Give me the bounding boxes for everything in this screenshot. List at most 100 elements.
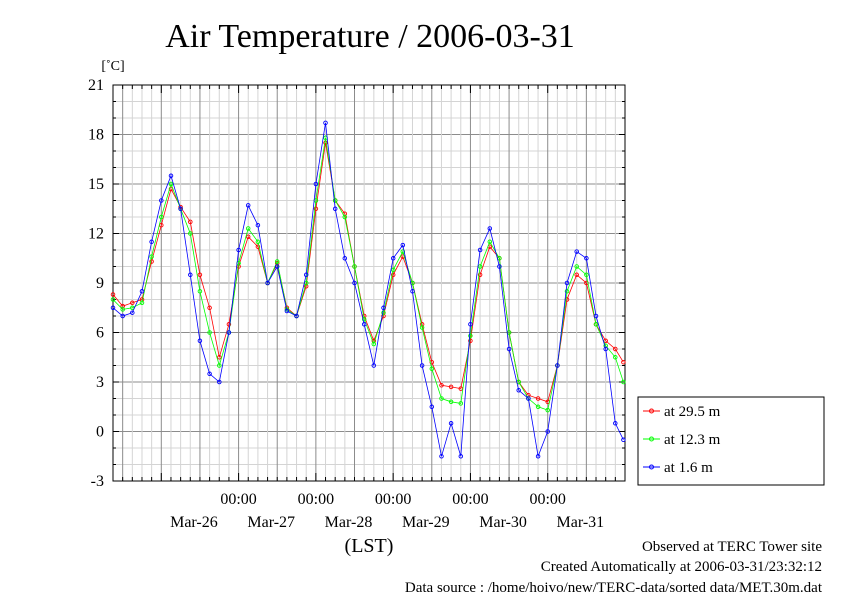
data-point-series-2 <box>188 272 193 278</box>
data-point-series-2 <box>603 346 608 352</box>
data-point-series-1 <box>110 297 116 302</box>
data-point-series-2 <box>564 280 570 286</box>
data-point-series-2 <box>207 371 212 377</box>
data-point-series-1 <box>342 214 348 220</box>
data-point-series-1 <box>613 355 618 360</box>
data-point-series-1 <box>217 363 222 368</box>
data-point-series-1 <box>255 239 261 245</box>
x-axis-label: (LST) <box>345 535 394 557</box>
data-point-series-1 <box>197 289 203 294</box>
legend-label: at 29.5 m <box>664 404 721 420</box>
data-point-series-0 <box>439 383 444 388</box>
data-point-series-0 <box>477 272 483 278</box>
data-point-series-2 <box>332 206 338 212</box>
data-point-series-2 <box>545 429 550 434</box>
data-point-series-2 <box>159 198 164 203</box>
data-point-series-1 <box>381 310 386 315</box>
data-point-series-2 <box>352 280 357 286</box>
data-point-series-0 <box>313 206 319 212</box>
data-point-series-1 <box>390 267 396 273</box>
data-point-series-1 <box>535 404 541 410</box>
data-point-series-1 <box>245 226 251 231</box>
data-point-series-0 <box>613 346 618 352</box>
data-point-series-2 <box>313 181 319 187</box>
data-point-series-1 <box>593 322 599 327</box>
data-point-series-1 <box>448 399 454 405</box>
data-point-series-2 <box>516 388 521 393</box>
x-tick-label: 00:00 <box>452 491 488 508</box>
data-point-series-1 <box>352 264 357 269</box>
data-point-series-1 <box>468 333 473 339</box>
data-point-series-0 <box>188 219 193 225</box>
series-layer <box>110 120 626 459</box>
y-tick-label: -3 <box>91 473 104 490</box>
data-point-series-1 <box>487 239 493 245</box>
data-point-series-0 <box>245 234 251 240</box>
data-point-series-2 <box>130 310 135 315</box>
data-point-series-0 <box>255 244 261 249</box>
y-tick-label: 12 <box>88 226 104 243</box>
data-point-series-2 <box>139 289 145 294</box>
data-point-series-2 <box>342 256 348 261</box>
data-point-series-2 <box>236 247 241 253</box>
data-point-series-2 <box>584 256 589 261</box>
y-tick-label: 21 <box>88 77 104 94</box>
x-tick-label: 00:00 <box>375 491 411 508</box>
data-point-series-1 <box>621 379 626 385</box>
data-point-series-1 <box>274 259 280 264</box>
data-point-series-1 <box>361 317 367 322</box>
data-point-series-2 <box>390 256 396 261</box>
x-date-label: Mar-31 <box>557 514 605 531</box>
data-point-series-0 <box>535 396 541 401</box>
data-point-series-1 <box>120 307 125 312</box>
x-date-label: Mar-29 <box>402 514 450 531</box>
data-point-series-1 <box>458 401 464 406</box>
data-point-series-2 <box>197 338 203 344</box>
legend-swatch-marker <box>649 408 654 414</box>
chart-title: Air Temperature / 2006-03-31 <box>165 18 575 55</box>
data-point-series-2 <box>294 313 299 319</box>
y-tick-label: 0 <box>96 424 104 441</box>
y-axis-ticks: -3 0 3 6 9 12 15 18 21 <box>88 77 625 490</box>
data-point-series-0 <box>390 272 396 278</box>
data-point-series-1 <box>332 198 338 203</box>
data-point-series-2 <box>168 173 174 179</box>
y-tick-label: 9 <box>96 275 104 292</box>
y-tick-label: 3 <box>96 374 104 391</box>
footer-data-source: Data source : /home/hoivo/new/TERC-data/… <box>405 580 823 595</box>
data-point-series-1 <box>159 214 164 220</box>
data-point-series-2 <box>555 363 560 368</box>
data-point-series-2 <box>535 454 541 459</box>
data-point-series-2 <box>448 421 454 426</box>
data-point-series-2 <box>468 322 473 327</box>
data-point-series-0 <box>448 384 454 390</box>
data-point-series-2 <box>149 239 154 245</box>
data-point-series-0 <box>217 355 222 360</box>
data-point-series-2 <box>361 322 367 327</box>
data-point-series-2 <box>381 305 386 311</box>
data-point-series-1 <box>400 249 406 254</box>
data-point-series-1 <box>371 341 377 347</box>
x-tick-label: 00:00 <box>529 491 565 508</box>
data-point-series-2 <box>245 203 251 208</box>
series-line-1 <box>112 137 624 411</box>
data-point-series-0 <box>323 140 328 146</box>
data-point-series-2 <box>120 313 125 319</box>
x-date-label: Mar-26 <box>170 514 218 531</box>
data-point-series-2 <box>284 308 290 314</box>
legend-box <box>637 396 825 486</box>
data-point-series-1 <box>439 396 444 401</box>
footer-observed-site: Observed at TERC Tower site <box>642 539 822 555</box>
x-date-label: Mar-28 <box>325 514 373 531</box>
data-point-series-0 <box>110 292 116 297</box>
data-point-series-1 <box>545 407 550 413</box>
legend-label: at 12.3 m <box>664 432 721 448</box>
data-point-series-2 <box>303 272 309 278</box>
data-point-series-2 <box>477 247 483 253</box>
data-point-series-2 <box>110 305 116 311</box>
data-point-series-2 <box>419 363 425 368</box>
data-point-series-0 <box>226 322 232 327</box>
data-point-series-2 <box>274 264 280 269</box>
